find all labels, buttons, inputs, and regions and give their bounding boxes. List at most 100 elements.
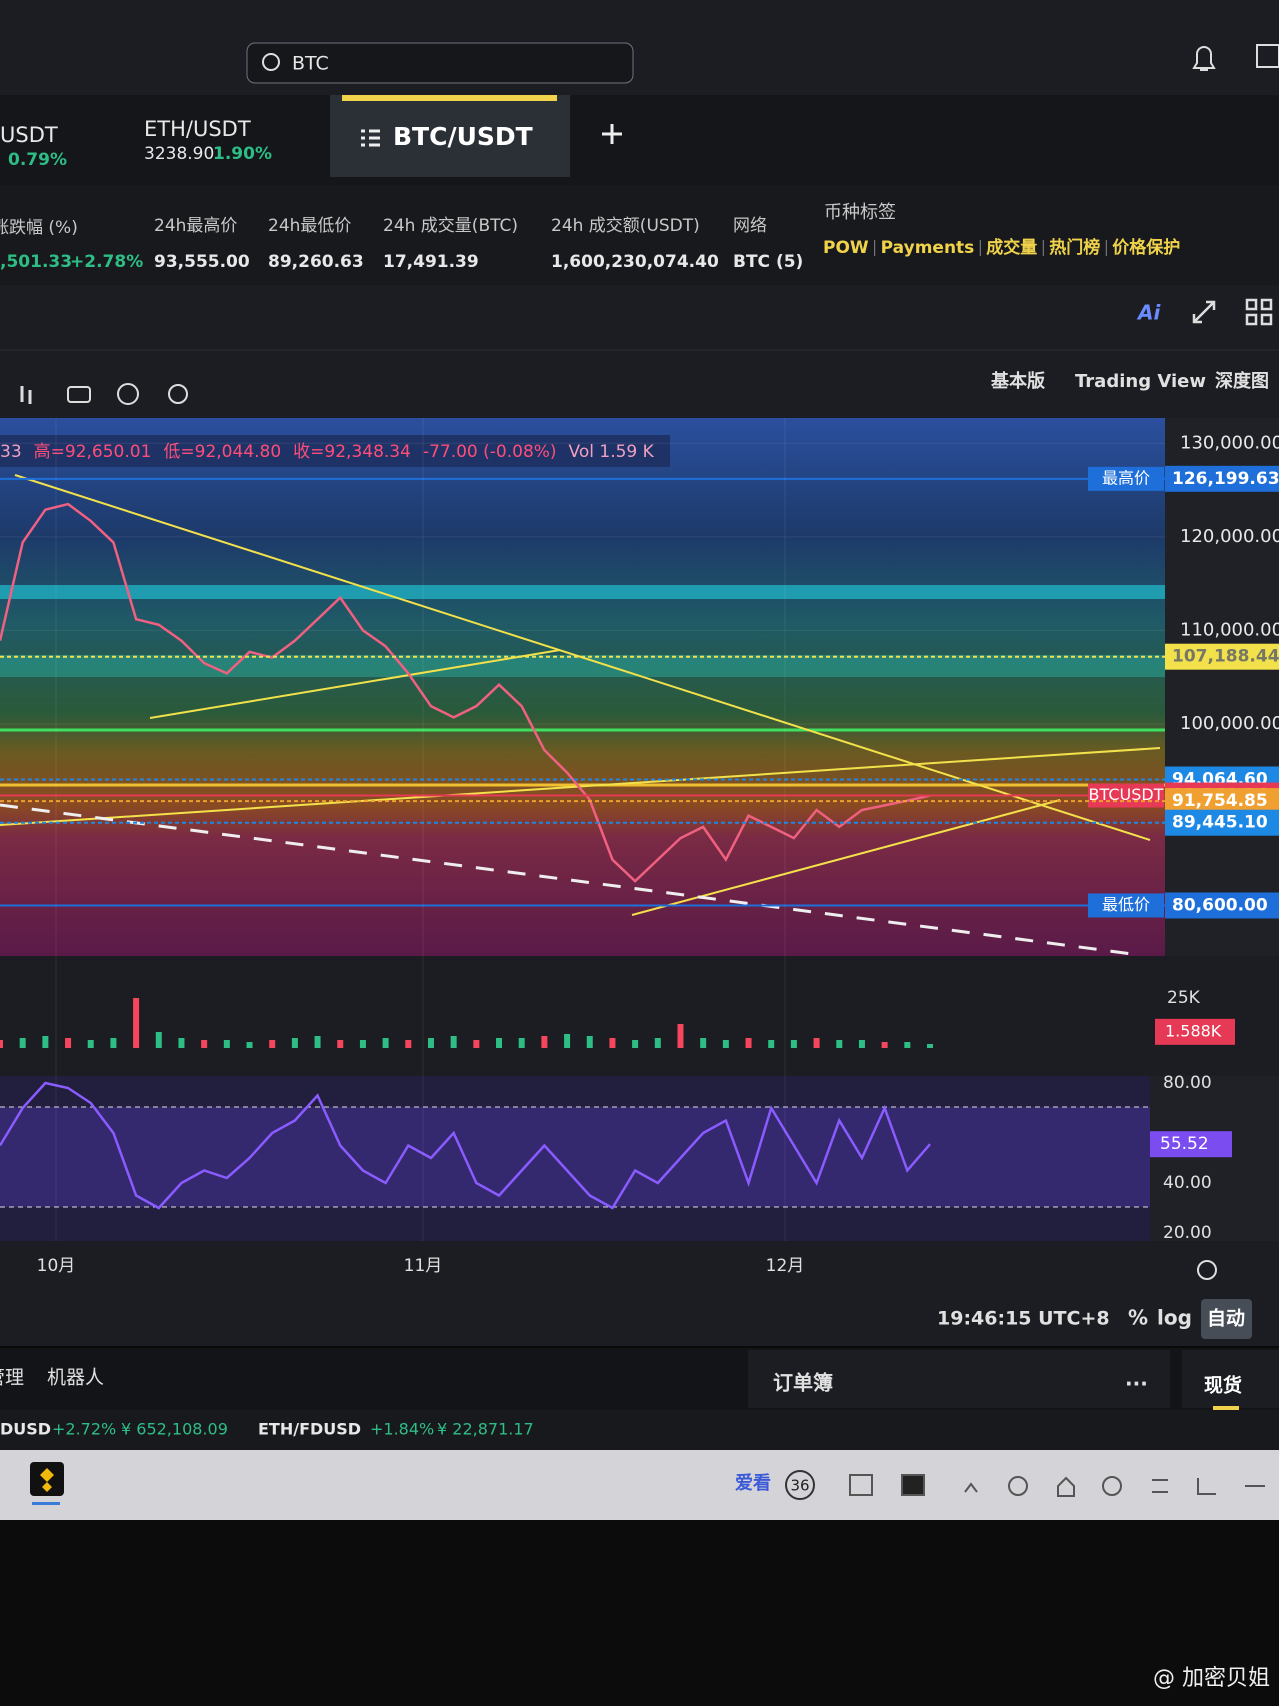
volume-bar bbox=[337, 1040, 344, 1048]
stats-bar bbox=[0, 185, 1279, 285]
view-option[interactable]: 深度图 bbox=[1215, 370, 1269, 392]
volume-bar bbox=[405, 1040, 412, 1048]
volume-bar bbox=[269, 1040, 276, 1048]
tag[interactable]: POW bbox=[823, 238, 869, 258]
view-switch: 基本版 Trading View 深度图 bbox=[990, 370, 1269, 392]
tag[interactable]: 热门榜 bbox=[1049, 237, 1100, 258]
stat-value: 93,555.00 bbox=[154, 252, 250, 272]
ai-icon[interactable]: Ai bbox=[1136, 301, 1161, 325]
tab-pair[interactable]: ETH/USDT bbox=[144, 117, 251, 141]
volume-tag-label: 1.588K bbox=[1165, 1021, 1222, 1040]
auto-label: 自动 bbox=[1207, 1307, 1245, 1330]
price-tag-label: 89,445.10 bbox=[1172, 813, 1268, 833]
tags-group: POW Payments 成交量 热门榜 价格保护 bbox=[823, 237, 1180, 258]
price-tag-label: 126,199.63 bbox=[1172, 469, 1279, 489]
price-axis bbox=[1165, 418, 1279, 956]
more-button[interactable]: ... bbox=[1125, 1367, 1148, 1391]
price-tick-label: 130,000.00 bbox=[1180, 432, 1279, 453]
orderbook-title[interactable]: 订单簿 bbox=[773, 1371, 833, 1395]
tag[interactable]: 价格保护 bbox=[1112, 237, 1180, 258]
search-box[interactable] bbox=[246, 42, 634, 84]
candle-icon[interactable] bbox=[20, 386, 32, 404]
tab-pair[interactable]: USDT bbox=[0, 123, 58, 147]
auto-button[interactable] bbox=[1201, 1299, 1252, 1339]
search-text: BTC bbox=[292, 53, 329, 75]
active-tab[interactable] bbox=[330, 95, 570, 177]
price-tick-label: 100,000.00 bbox=[1180, 713, 1279, 734]
stat-label: 24h最低价 bbox=[268, 216, 351, 236]
app-label[interactable]: 爱看 bbox=[735, 1472, 771, 1494]
view-option[interactable]: Trading View bbox=[1075, 371, 1206, 392]
volume-bar bbox=[65, 1038, 72, 1048]
volume-bar bbox=[0, 1040, 3, 1048]
price-tag-label: 80,600.00 bbox=[1172, 895, 1268, 915]
spot-tab[interactable]: 现货 bbox=[1204, 1374, 1242, 1397]
ticker-change: +2.72% bbox=[52, 1420, 116, 1439]
percent-button[interactable]: % bbox=[1128, 1306, 1148, 1330]
volume-bar bbox=[881, 1042, 888, 1048]
volume-bar bbox=[178, 1038, 185, 1048]
taskbar bbox=[0, 1450, 1279, 1520]
price-tag bbox=[1165, 809, 1279, 836]
ohlc-value: 低=92,044.80 bbox=[163, 442, 281, 462]
layout-icon[interactable] bbox=[1245, 298, 1273, 326]
trend-line bbox=[149, 649, 561, 719]
volume-bar bbox=[700, 1038, 707, 1048]
stat-label: 网络 bbox=[733, 216, 767, 236]
stat-label: 24h 成交额(USDT) bbox=[551, 216, 700, 236]
rsi-tick-label: 40.00 bbox=[1163, 1173, 1212, 1193]
expand-icon[interactable] bbox=[1192, 300, 1216, 324]
add-tab[interactable] bbox=[602, 124, 622, 144]
panel-tab[interactable]: 机器人 bbox=[47, 1367, 104, 1389]
volume-bar bbox=[564, 1034, 571, 1048]
time-axis bbox=[0, 1241, 1279, 1291]
month-label: 11月 bbox=[404, 1256, 443, 1276]
price-tick-label: 110,000.00 bbox=[1180, 619, 1279, 640]
active-indicator bbox=[342, 95, 557, 101]
tag[interactable]: Payments bbox=[881, 238, 975, 258]
band bbox=[0, 585, 1165, 599]
spot-indicator bbox=[1213, 1406, 1239, 1410]
camera-icon[interactable] bbox=[67, 386, 91, 403]
ticker-pair[interactable]: DUSD bbox=[0, 1420, 51, 1439]
menu-icon[interactable] bbox=[1256, 44, 1279, 68]
volume-bar bbox=[223, 1040, 230, 1048]
price-tag-label: 91,754.85 bbox=[1172, 791, 1268, 811]
settings-icon[interactable] bbox=[168, 384, 188, 404]
volume-bar bbox=[155, 1032, 162, 1048]
volume-bar bbox=[450, 1036, 457, 1048]
panel-tab[interactable]: 管理 bbox=[0, 1367, 24, 1389]
list-icon bbox=[361, 129, 380, 147]
rsi-tick-label: 20.00 bbox=[1163, 1223, 1212, 1243]
stat-value: +2.78% bbox=[70, 252, 143, 272]
volume-bar bbox=[496, 1038, 503, 1048]
ticker-pair[interactable]: ETH/FDUSD bbox=[258, 1420, 361, 1439]
volume-bar bbox=[359, 1040, 366, 1048]
volume-bar bbox=[19, 1038, 26, 1048]
ticker-value: ¥ 22,871.17 bbox=[437, 1420, 534, 1439]
tag[interactable]: 成交量 bbox=[986, 237, 1037, 258]
price-tag-name-bg bbox=[1088, 466, 1164, 491]
volume-bar bbox=[133, 998, 140, 1048]
price-tag-name-bg bbox=[1088, 783, 1164, 808]
tab-change: 1.90% bbox=[213, 144, 272, 164]
tab-bar bbox=[0, 95, 1279, 185]
ticker-change: +1.84% bbox=[370, 1420, 434, 1439]
tab-pair: BTC/USDT bbox=[393, 122, 533, 151]
volume-bar bbox=[291, 1038, 298, 1048]
ohlc-value: Vol 1.59 K bbox=[569, 442, 655, 462]
axis-settings[interactable] bbox=[1197, 1260, 1217, 1280]
binance-logo bbox=[40, 1468, 54, 1492]
active-app bbox=[32, 1502, 60, 1505]
view-option[interactable]: 基本版 bbox=[990, 370, 1045, 392]
bell-icon[interactable] bbox=[1192, 46, 1216, 71]
stat-value: ,501.33 bbox=[0, 252, 72, 272]
clock: 19:46:15 UTC+8 bbox=[937, 1308, 1110, 1330]
top-bar bbox=[0, 0, 1279, 95]
volume-bar bbox=[473, 1040, 480, 1048]
log-button[interactable]: log bbox=[1157, 1306, 1192, 1330]
stats-group: 24h最高价 93,555.00 24h最低价 89,260.63 24h 成交量(BT… bbox=[154, 216, 803, 272]
add-indicator-icon[interactable] bbox=[117, 383, 139, 405]
